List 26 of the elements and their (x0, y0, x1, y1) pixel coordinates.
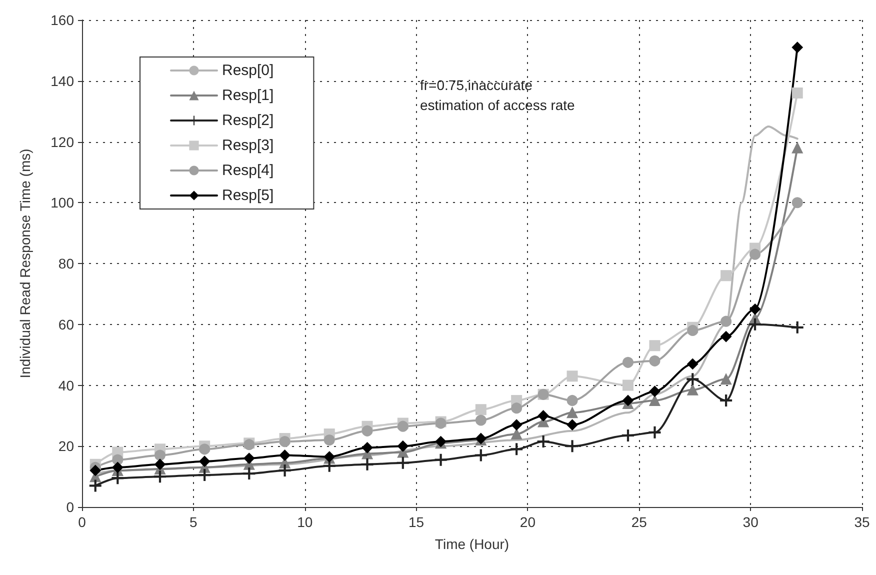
x-tick-label: 5 (190, 514, 198, 530)
legend-label: Resp[3] (222, 137, 274, 154)
y-tick-label: 40 (58, 377, 74, 394)
y-tick-label: 0 (66, 499, 74, 515)
legend-label: Resp[1] (222, 87, 274, 104)
x-tick-label: 10 (297, 514, 313, 530)
y-tick-label: 100 (50, 194, 74, 211)
x-axis-title: Time (Hour) (434, 536, 510, 552)
x-tick-label: 35 (854, 514, 870, 530)
legend-label: Resp[0] (222, 62, 274, 79)
y-tick-label: 120 (50, 134, 74, 150)
x-tick-label: 15 (408, 514, 424, 530)
x-tick-label: 25 (631, 514, 648, 530)
legend-label: Resp[5] (222, 187, 274, 204)
y-tick-label: 80 (58, 256, 74, 272)
x-tick-label: 20 (520, 514, 536, 530)
legend-label: Resp[4] (222, 162, 274, 179)
y-tick-label: 20 (58, 438, 74, 454)
y-tick-label: 60 (58, 316, 74, 332)
x-tick-label: 0 (78, 514, 86, 530)
annotation: fr=0.75,inaccurate estimation of access rate (420, 77, 576, 113)
y-tick-label: 140 (50, 72, 74, 89)
x-tick-label: 30 (742, 514, 759, 530)
legend-label: Resp[2] (222, 112, 274, 129)
y-axis-title: Individual Read Response Time (ms) (17, 148, 33, 378)
y-tick-label: 160 (50, 12, 74, 28)
